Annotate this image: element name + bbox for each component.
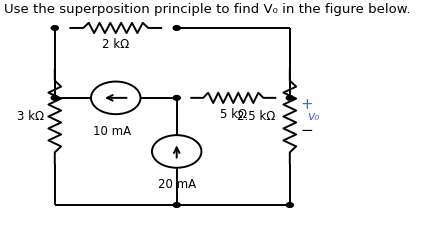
- Text: 5 kΩ: 5 kΩ: [220, 108, 247, 121]
- Circle shape: [173, 26, 180, 30]
- Text: 20 mA: 20 mA: [158, 178, 196, 191]
- Text: 2 kΩ: 2 kΩ: [102, 38, 129, 51]
- Text: Use the superposition principle to find V₀ in the figure below.: Use the superposition principle to find …: [3, 3, 410, 17]
- Circle shape: [51, 26, 58, 30]
- Text: 3 kΩ: 3 kΩ: [17, 110, 44, 123]
- Text: 10 mA: 10 mA: [93, 125, 131, 138]
- Text: 2.5 kΩ: 2.5 kΩ: [237, 110, 276, 123]
- Circle shape: [51, 96, 58, 100]
- Circle shape: [286, 96, 293, 100]
- Text: v₀: v₀: [307, 110, 320, 123]
- Circle shape: [173, 203, 180, 207]
- Circle shape: [173, 96, 180, 100]
- Circle shape: [286, 203, 293, 207]
- Text: +: +: [301, 97, 313, 112]
- Text: −: −: [301, 123, 313, 138]
